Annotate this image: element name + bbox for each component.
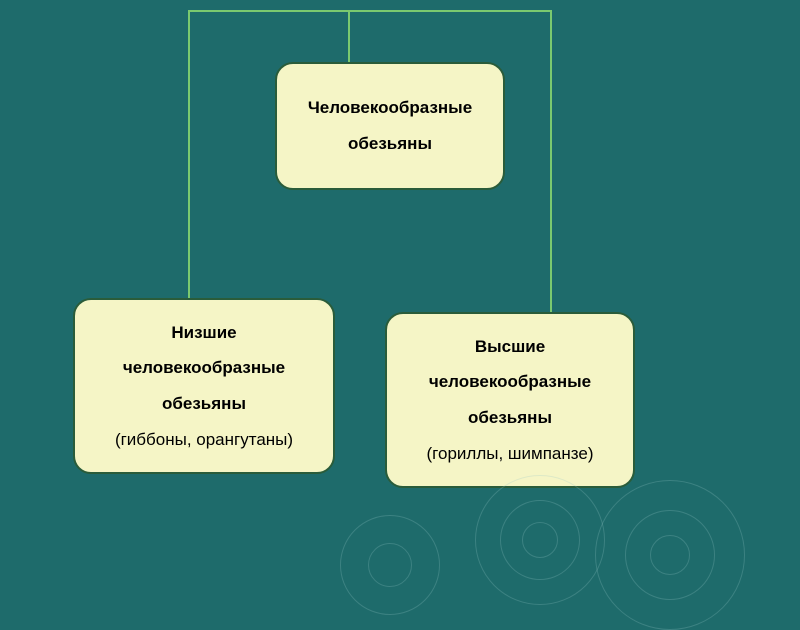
node-right-line3: обезьяны [468,400,552,436]
node-right-line2: человекообразные [429,364,591,400]
node-left: Низшие человекообразные обезьяны (гиббон… [73,298,335,474]
node-right: Высшие человекообразные обезьяны (горилл… [385,312,635,488]
node-left-line2: человекообразные [123,350,285,386]
ripple-deco [340,515,440,615]
node-right-line1: Высшие [475,329,545,365]
node-root: Человекообразные обезьяны [275,62,505,190]
ripple-deco [595,480,745,630]
node-left-line1: Низшие [171,315,236,351]
connector-right-vline [550,10,552,312]
connector-top-hline [188,10,550,12]
node-left-line3: обезьяны [162,386,246,422]
node-root-line1: Человекообразные [308,90,472,126]
ripple-deco [475,475,605,605]
node-right-sub: (гориллы, шимпанзе) [427,436,594,472]
connector-center-vline [348,10,350,62]
node-root-line2: обезьяны [348,126,432,162]
node-left-sub: (гиббоны, орангутаны) [115,422,293,458]
connector-left-vline [188,10,190,298]
